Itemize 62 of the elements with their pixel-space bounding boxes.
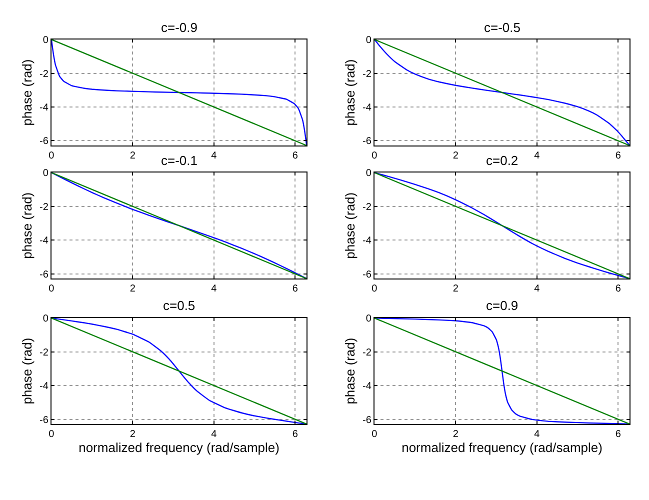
chart-title: c=0.2 [486,153,518,168]
y-tick-label: 0 [366,168,372,180]
x-tick-label: 2 [452,429,459,440]
x-tick-label: 4 [211,429,218,440]
y-tick-label: -4 [40,102,49,114]
x-tick-label: 6 [615,150,622,162]
line-series [374,40,630,146]
x-tick-label: 2 [130,150,136,162]
y-tick-label: 0 [42,35,49,46]
y-tick-label: -6 [362,136,372,148]
y-tick-label: -2 [362,68,372,80]
y-tick-label: -4 [40,236,49,247]
x-tick-label: 6 [292,284,298,295]
y-tick-label: 0 [366,35,372,46]
line-series [51,172,307,279]
line-series [51,40,307,146]
x-axis-title: normalized frequency (rad/sample) [402,440,602,456]
y-axis-title: phase (rad) [19,59,34,126]
y-tick-label: -4 [362,102,372,114]
y-tick-label: -2 [362,347,372,358]
x-tick-label: 4 [534,284,540,295]
y-tick-label: 0 [42,314,49,325]
y-tick-label: -4 [362,236,372,247]
y-tick-label: -2 [40,202,49,213]
y-tick-label: -6 [362,414,372,426]
chart-title: c=0.5 [163,298,196,313]
line-series [51,318,307,424]
y-axis-title: phase (rad) [342,338,358,404]
x-tick-label: 4 [211,150,218,162]
y-tick-label: 0 [366,314,372,325]
y-tick-label: -6 [40,269,49,280]
x-tick-label: 2 [452,150,459,162]
chart-title: c=-0.1 [161,153,198,168]
y-tick-label: 0 [42,168,49,180]
y-axis-title: phase (rad) [19,192,34,259]
chart-title: c=-0.9 [161,20,198,35]
y-tick-label: -6 [40,136,49,148]
x-tick-label: 2 [130,429,136,440]
x-tick-label: 2 [452,284,459,295]
x-axis-title: normalized frequency (rad/sample) [78,440,280,456]
chart-title: c=-0.5 [484,20,520,35]
y-tick-label: -4 [362,381,372,392]
y-tick-label: -2 [40,347,49,358]
line-series [374,172,630,279]
x-tick-label: 4 [534,429,540,440]
x-tick-label: 6 [615,429,622,440]
y-axis-title: phase (rad) [19,338,34,404]
y-tick-label: -4 [40,381,49,392]
y-axis-title: phase (rad) [342,192,358,259]
y-axis-title: phase (rad) [342,59,358,126]
x-tick-label: 6 [615,284,622,295]
y-tick-label: -2 [362,202,372,213]
y-tick-label: -6 [362,269,372,280]
x-tick-label: 6 [292,429,298,440]
line-series [374,318,630,424]
x-tick-label: 4 [534,150,540,162]
chart-title: c=0.9 [486,298,518,313]
x-tick-label: 4 [211,284,218,295]
x-tick-label: 2 [130,284,136,295]
x-tick-label: 6 [292,150,298,162]
y-tick-label: -2 [40,68,49,80]
y-tick-label: -6 [40,414,49,426]
